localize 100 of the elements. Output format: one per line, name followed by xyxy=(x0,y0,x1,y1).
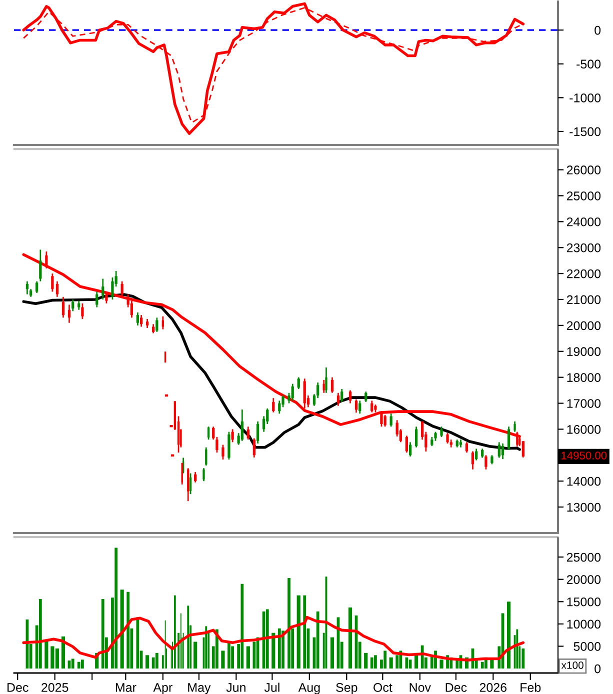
bar xyxy=(155,652,158,669)
candlestick xyxy=(146,318,149,329)
candlestick xyxy=(446,432,449,444)
candlestick xyxy=(408,441,412,458)
candlestick xyxy=(484,454,488,470)
candlestick xyxy=(465,441,468,454)
x-tick-label: Aug xyxy=(298,683,320,694)
candlestick xyxy=(194,471,197,484)
y-tick-label: 21000 xyxy=(566,295,601,304)
x-tick-label: Jul xyxy=(264,682,280,692)
y-tick-label: 15000 xyxy=(567,597,601,606)
candlestick xyxy=(336,392,340,407)
candlestick xyxy=(81,302,84,320)
candlestick xyxy=(522,440,524,458)
candlestick xyxy=(62,296,65,318)
bar xyxy=(120,590,124,669)
candlestick xyxy=(202,467,205,482)
bar xyxy=(71,658,74,669)
bar xyxy=(490,660,494,669)
candlestick xyxy=(51,272,54,292)
bar xyxy=(231,646,234,669)
x-tick-label: Apr xyxy=(153,683,172,694)
candlestick xyxy=(340,388,344,403)
bar xyxy=(440,660,444,669)
candlestick xyxy=(475,448,478,462)
bar xyxy=(114,548,118,669)
bar xyxy=(316,611,320,669)
bar xyxy=(136,617,140,669)
candlestick xyxy=(303,378,306,410)
x-tick-label: Dec xyxy=(446,683,467,692)
x-tick-label: Jun xyxy=(226,683,246,692)
bar xyxy=(38,598,42,669)
x-tick-label: Sep xyxy=(336,683,358,694)
bar xyxy=(405,657,408,669)
bar xyxy=(522,648,525,669)
y-tick-label: 16000 xyxy=(567,425,601,434)
y-tick-label: 0 xyxy=(594,664,601,674)
y-tick-label: 10000 xyxy=(567,620,601,629)
y-tick-label: 20000 xyxy=(566,321,601,330)
text: x100 xyxy=(561,662,584,669)
candlestick xyxy=(322,379,325,394)
bar xyxy=(194,642,198,669)
y-tick-label: -1500 xyxy=(570,127,601,136)
y-tick-label: 22000 xyxy=(566,269,601,278)
candlestick xyxy=(246,426,250,440)
y-tick-label: -1000 xyxy=(570,93,601,102)
bar xyxy=(145,655,150,669)
candlestick xyxy=(272,397,275,414)
candlestick xyxy=(384,414,386,428)
candlestick xyxy=(212,426,215,440)
y-tick-label: 13000 xyxy=(567,502,601,512)
candlestick xyxy=(440,426,443,438)
candlestick xyxy=(501,442,504,460)
bar xyxy=(506,602,511,669)
candlestick xyxy=(291,383,294,402)
candlestick xyxy=(434,431,437,442)
candlestick xyxy=(481,448,484,458)
candlestick xyxy=(498,441,500,458)
bar xyxy=(384,650,387,669)
line-series xyxy=(22,616,525,662)
y-tick-label: 14000 xyxy=(567,476,601,486)
y-tick-label: 19000 xyxy=(567,347,601,356)
candlestick xyxy=(330,376,334,394)
candlestick xyxy=(56,280,59,298)
y-tick-label: 23000 xyxy=(566,243,601,252)
x-tick-label: 2025 xyxy=(42,683,68,692)
candlestick xyxy=(278,400,281,414)
candlestick xyxy=(187,467,190,502)
bar xyxy=(77,662,80,669)
bar xyxy=(278,628,281,669)
bar xyxy=(389,657,393,669)
bar xyxy=(370,657,374,669)
bar xyxy=(282,630,284,669)
bar xyxy=(348,607,352,669)
x-tick-label: Oct xyxy=(374,683,392,692)
bar xyxy=(221,650,225,669)
candlestick xyxy=(156,316,158,333)
y-tick-label: 25000 xyxy=(566,552,601,562)
y-tick-label: 20000 xyxy=(566,575,601,584)
bar xyxy=(364,652,368,669)
x-tick-label: Feb xyxy=(520,682,541,692)
candlestick xyxy=(102,278,104,300)
candlestick xyxy=(96,291,98,308)
candlestick xyxy=(490,454,494,465)
candlestick xyxy=(514,420,516,433)
y-tick-label: 25000 xyxy=(566,192,601,200)
bar xyxy=(228,642,230,669)
text: 14950.00 xyxy=(562,452,607,460)
candlestick xyxy=(68,304,71,324)
y-tick-label: 5000 xyxy=(574,642,601,651)
bar xyxy=(480,662,484,669)
candlestick xyxy=(39,248,42,282)
candlestick xyxy=(414,426,418,448)
candlestick xyxy=(120,280,124,298)
y-tick-label: 17000 xyxy=(567,399,601,408)
bar xyxy=(246,646,250,669)
x-tick-label: Mar xyxy=(116,683,136,692)
bar xyxy=(303,595,306,669)
y-tick-label: 24000 xyxy=(566,217,601,226)
candlestick xyxy=(207,426,210,440)
